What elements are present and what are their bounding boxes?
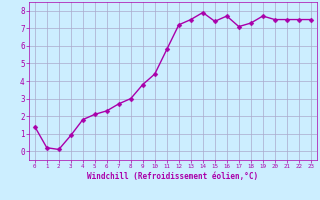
X-axis label: Windchill (Refroidissement éolien,°C): Windchill (Refroidissement éolien,°C) <box>87 172 258 181</box>
